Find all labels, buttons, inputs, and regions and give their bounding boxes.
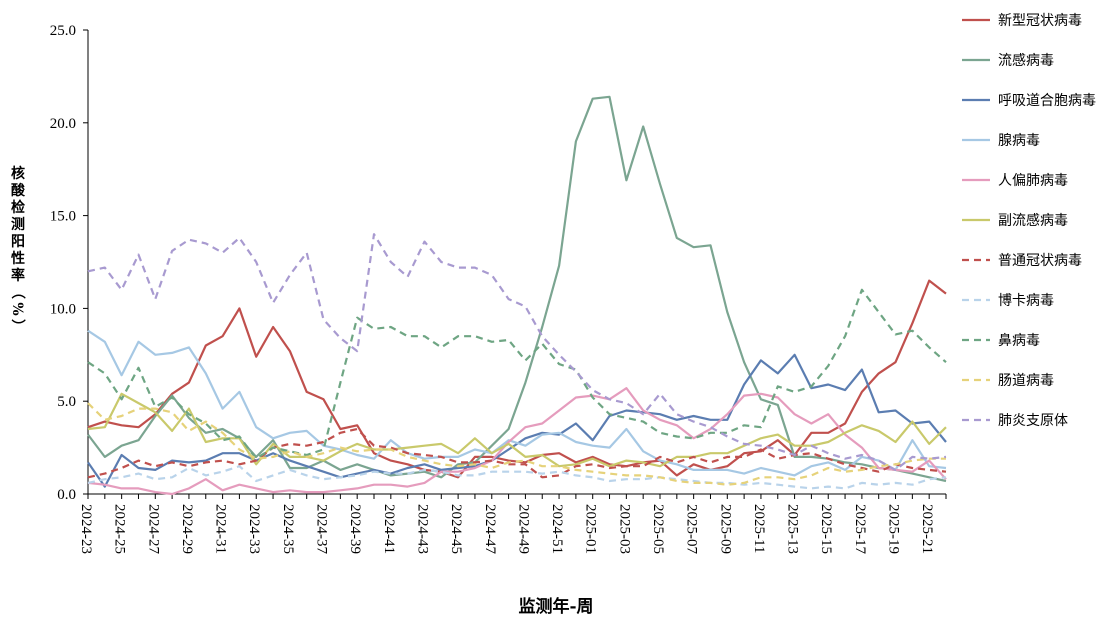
series-line-9 — [87, 402, 946, 486]
x-tick-label: 2024-31 — [213, 504, 229, 554]
x-tick-label: 2025-19 — [886, 504, 902, 554]
legend-label-7: 博卡病毒 — [998, 292, 1054, 309]
x-tick-label: 2025-21 — [919, 504, 935, 554]
x-tick-label: 2024-39 — [347, 504, 363, 554]
legend-label-5: 副流感病毒 — [998, 212, 1068, 229]
legend-label-0: 新型冠状病毒 — [998, 13, 1082, 29]
x-tick-label: 2024-51 — [549, 504, 565, 554]
y-tick-label: 0.0 — [57, 487, 76, 503]
legend-label-4: 人偏肺病毒 — [998, 173, 1068, 189]
series-line-5 — [87, 392, 947, 468]
series-line-1 — [87, 95, 947, 483]
x-axis-label: 监测年-周 — [518, 596, 593, 617]
legend-label-2: 呼吸道合胞病毒 — [998, 93, 1096, 109]
legend-label-6: 普通冠状病毒 — [998, 253, 1082, 269]
y-axis-label-char: 核 — [11, 165, 25, 182]
y-tick-label: 15.0 — [50, 209, 76, 225]
y-axis-label-char: 酸 — [11, 182, 26, 199]
legend-label-10: 肺炎支原体 — [998, 413, 1068, 429]
series-line-3 — [87, 329, 947, 477]
x-tick-label: 2024-45 — [448, 504, 464, 554]
y-axis-label-char: 检 — [11, 199, 25, 216]
x-tick-label: 2024-27 — [145, 504, 161, 554]
legend-label-3: 腺病毒 — [998, 133, 1040, 149]
x-axis: 2024-23 2024-25 2024-27 2024-29 2024-31 2024-… — [78, 494, 947, 554]
y-tick-label: 10.0 — [50, 301, 76, 317]
x-tick-label: 2025-13 — [785, 504, 801, 554]
x-tick-label: 2024-23 — [78, 504, 94, 554]
legend-label-8: 鼻病毒 — [998, 332, 1040, 349]
y-axis-label-char: 率 — [11, 267, 25, 284]
x-tick-label: 2025-11 — [751, 504, 767, 553]
plot-frame — [87, 30, 946, 495]
y-axis-label-char: 性 — [11, 250, 25, 267]
x-tick-label: 2025-03 — [616, 504, 632, 554]
series-line-4 — [87, 387, 947, 496]
series-layer — [87, 95, 947, 496]
y-axis: 0.0 5.0 10.0 15.0 20.0 25.0 — [50, 23, 88, 503]
x-tick-label: 2024-37 — [314, 504, 330, 554]
series-line-8 — [87, 288, 947, 460]
x-tick-label: 2024-47 — [482, 504, 498, 554]
x-tick-label: 2024-25 — [112, 504, 128, 554]
x-tick-label: 2024-29 — [179, 504, 195, 554]
x-tick-label: 2025-05 — [650, 504, 666, 554]
y-axis-label-char: ） — [9, 319, 25, 333]
y-tick-label: 25.0 — [50, 23, 76, 39]
y-axis-label-char: （ — [9, 285, 25, 299]
series-line-10 — [87, 233, 947, 471]
series-line-6 — [87, 427, 947, 479]
legend-label-1: 流感病毒 — [998, 52, 1054, 69]
legend-label-9: 肠道病毒 — [998, 373, 1054, 389]
x-tick-label: 2025-17 — [852, 504, 868, 554]
y-tick-label: 5.0 — [57, 394, 76, 410]
y-tick-label: 20.0 — [50, 116, 76, 132]
series-line-7 — [87, 465, 947, 490]
x-tick-label: 2024-35 — [280, 504, 296, 554]
x-tick-label: 2025-09 — [717, 504, 733, 554]
x-tick-label: 2024-33 — [246, 504, 262, 554]
x-tick-label: 2024-41 — [381, 504, 397, 554]
x-tick-label: 2025-01 — [583, 504, 599, 554]
y-axis-label-char: % — [9, 302, 25, 315]
x-tick-label: 2024-43 — [414, 504, 430, 554]
y-axis-label-char: 阳 — [11, 234, 25, 250]
x-tick-label: 2025-15 — [818, 504, 834, 554]
legend: 新型冠状病毒流感病毒呼吸道合胞病毒腺病毒人偏肺病毒副流感病毒普通冠状病毒博卡病毒… — [962, 13, 1096, 429]
x-tick-label: 2024-49 — [515, 504, 531, 554]
x-tick-label: 2025-07 — [684, 504, 700, 554]
y-axis-label-char: 测 — [11, 216, 25, 233]
